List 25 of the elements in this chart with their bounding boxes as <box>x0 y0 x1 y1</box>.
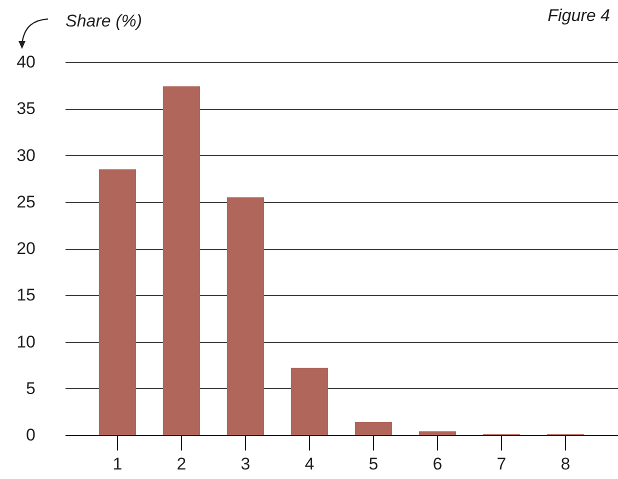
y-tick-label: 10 <box>16 332 36 352</box>
x-tick-label: 1 <box>112 454 122 474</box>
bar <box>290 368 328 435</box>
y-tick-label: 5 <box>26 378 36 398</box>
x-tick-label: 3 <box>240 454 250 474</box>
y-axis-title: Share (%) <box>66 12 142 30</box>
y-tick-label: 0 <box>26 426 36 444</box>
bar <box>418 431 456 435</box>
bar <box>226 197 264 435</box>
x-tick-label: 5 <box>368 454 378 474</box>
y-tick-label: 35 <box>16 99 36 118</box>
y-tick-label: 30 <box>16 146 36 165</box>
x-tick-label: 8 <box>560 454 570 474</box>
bar <box>98 169 136 435</box>
y-tick-label: 20 <box>16 239 36 258</box>
y-tick-label: 25 <box>16 192 36 212</box>
bar <box>354 422 392 435</box>
x-tick-label: 2 <box>176 454 186 474</box>
y-tick-label: 15 <box>16 286 36 305</box>
caption: Figure 4 <box>548 6 610 26</box>
bar <box>162 86 200 435</box>
x-tick-label: 6 <box>432 454 442 474</box>
x-tick-label: 4 <box>304 454 314 474</box>
y-tick-label: 40 <box>16 52 36 72</box>
x-tick-label: 7 <box>496 454 506 474</box>
